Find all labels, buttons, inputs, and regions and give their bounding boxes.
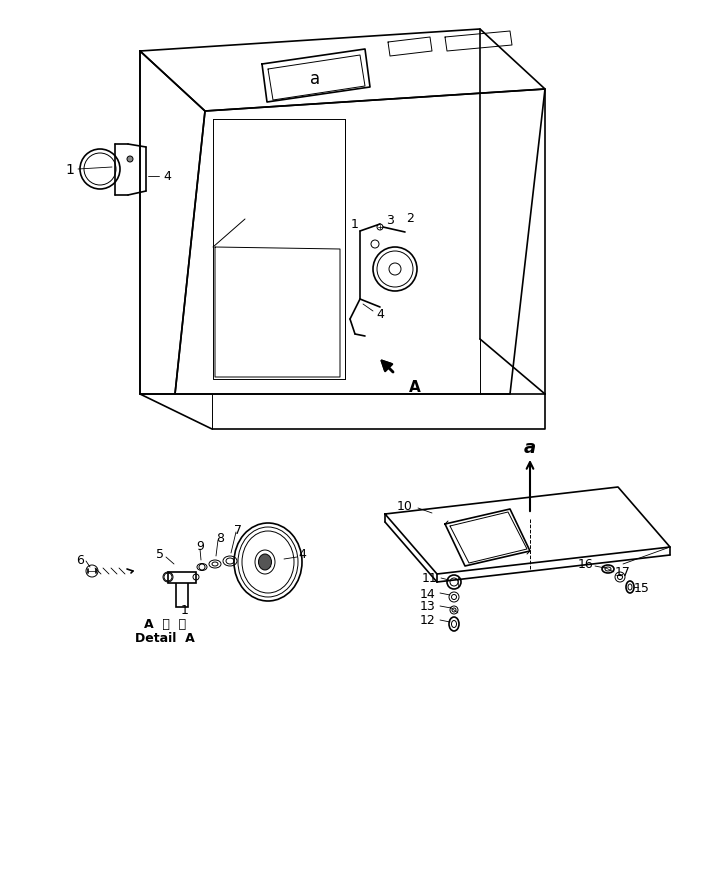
Text: 17: 17 xyxy=(615,566,631,578)
Text: 1: 1 xyxy=(65,163,75,177)
Text: 9: 9 xyxy=(196,540,204,552)
Text: 4: 4 xyxy=(298,548,306,561)
Text: Detail  A: Detail A xyxy=(135,631,195,644)
Text: 1: 1 xyxy=(351,218,359,232)
Bar xyxy=(176,579,188,607)
Text: 3: 3 xyxy=(386,214,394,226)
Text: 1: 1 xyxy=(181,603,189,616)
Text: A: A xyxy=(409,380,421,395)
Text: 13: 13 xyxy=(420,600,436,612)
Circle shape xyxy=(127,156,133,163)
Text: 14: 14 xyxy=(420,586,436,600)
Text: 5: 5 xyxy=(156,548,164,561)
Text: a: a xyxy=(524,439,536,457)
Text: a: a xyxy=(310,70,320,88)
Text: 7: 7 xyxy=(234,523,242,536)
Text: 8: 8 xyxy=(216,531,224,544)
Text: 16: 16 xyxy=(578,558,594,571)
Text: A  詳  細: A 詳 細 xyxy=(144,618,186,631)
Text: 4: 4 xyxy=(376,308,384,321)
Text: 4: 4 xyxy=(163,171,171,183)
Text: 15: 15 xyxy=(634,581,650,594)
Text: 6: 6 xyxy=(76,552,84,566)
Text: 10: 10 xyxy=(397,500,413,513)
Bar xyxy=(168,572,196,584)
Ellipse shape xyxy=(258,554,271,570)
Text: 2: 2 xyxy=(406,211,414,224)
Text: 11: 11 xyxy=(422,572,438,585)
Text: 12: 12 xyxy=(420,614,436,627)
